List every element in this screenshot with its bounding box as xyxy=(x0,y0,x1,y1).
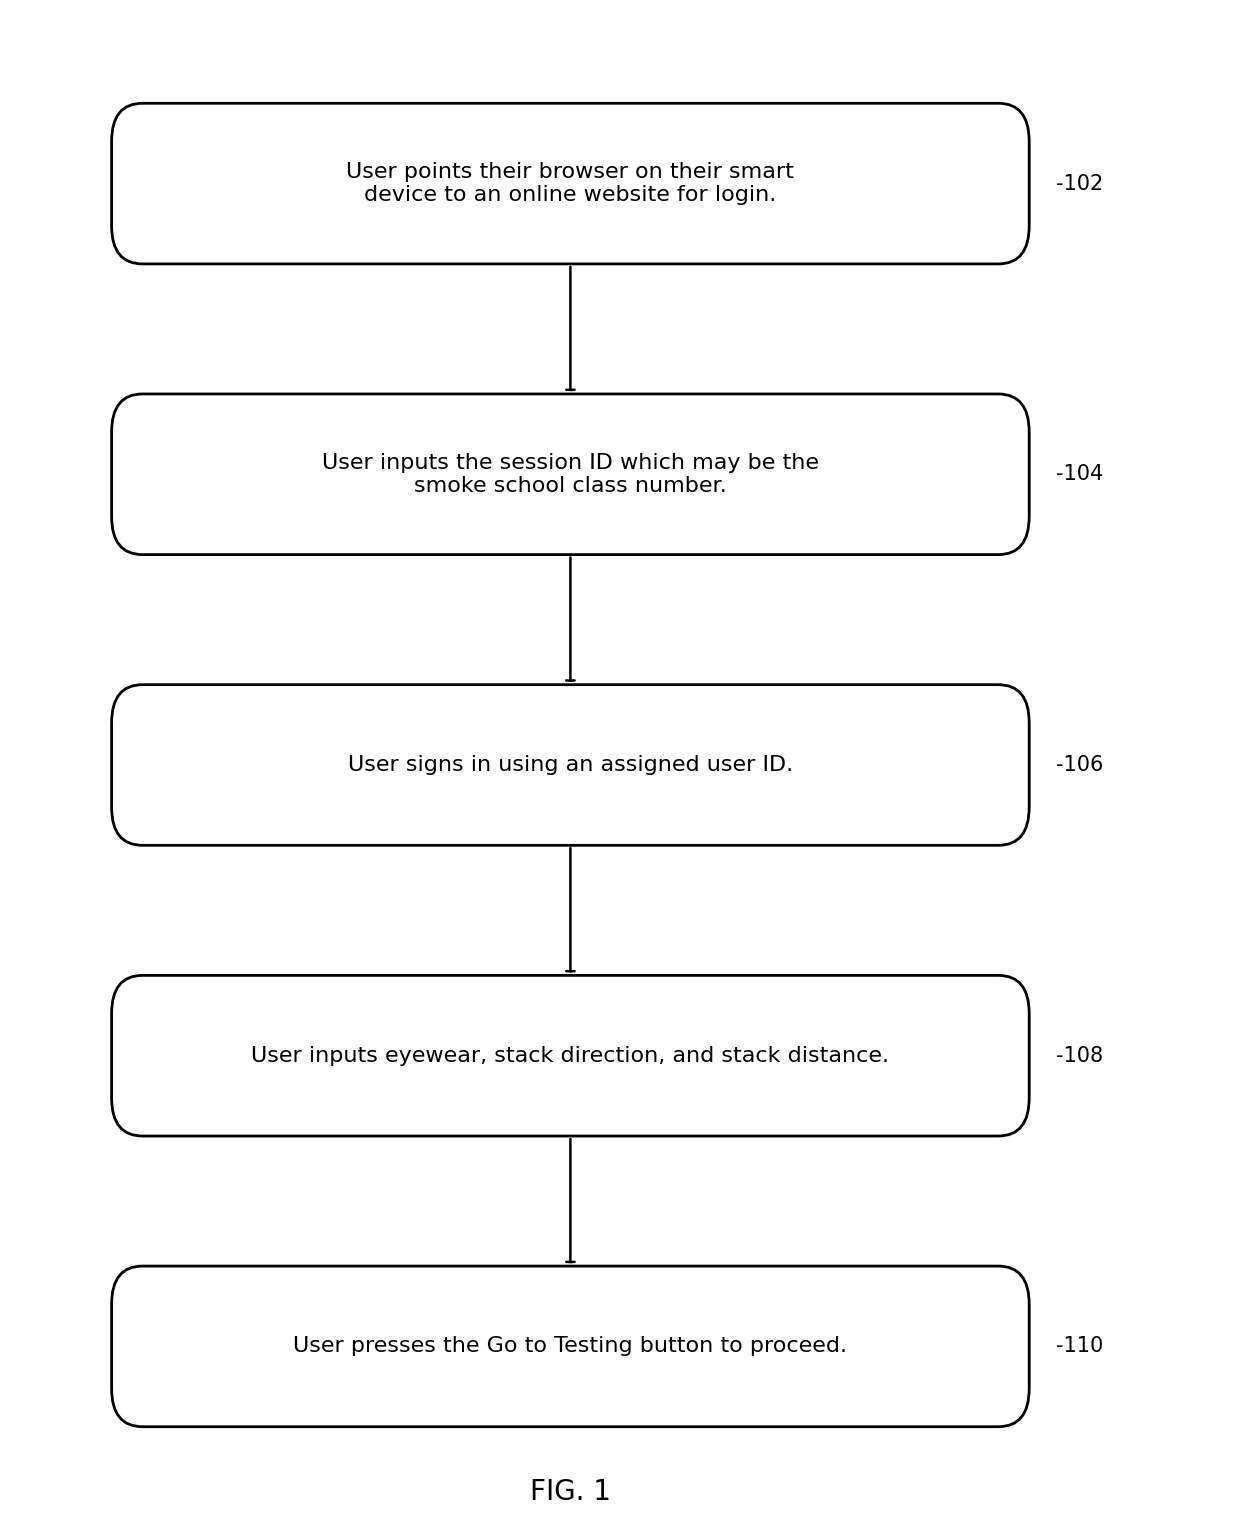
Text: -110: -110 xyxy=(1056,1336,1104,1357)
FancyBboxPatch shape xyxy=(112,1267,1029,1426)
FancyBboxPatch shape xyxy=(112,685,1029,845)
FancyBboxPatch shape xyxy=(112,976,1029,1135)
Text: User points their browser on their smart
device to an online website for login.: User points their browser on their smart… xyxy=(346,162,795,205)
Text: FIG. 1: FIG. 1 xyxy=(529,1478,611,1506)
Text: User signs in using an assigned user ID.: User signs in using an assigned user ID. xyxy=(348,754,792,776)
Text: -104: -104 xyxy=(1056,464,1104,485)
Text: -108: -108 xyxy=(1056,1045,1104,1066)
Text: User inputs eyewear, stack direction, and stack distance.: User inputs eyewear, stack direction, an… xyxy=(252,1045,889,1066)
Text: -102: -102 xyxy=(1056,173,1104,194)
Text: User inputs the session ID which may be the
smoke school class number.: User inputs the session ID which may be … xyxy=(322,453,818,496)
Text: -106: -106 xyxy=(1056,754,1104,776)
Text: User presses the Go to Testing button to proceed.: User presses the Go to Testing button to… xyxy=(294,1336,847,1357)
FancyBboxPatch shape xyxy=(112,104,1029,263)
FancyBboxPatch shape xyxy=(112,395,1029,555)
